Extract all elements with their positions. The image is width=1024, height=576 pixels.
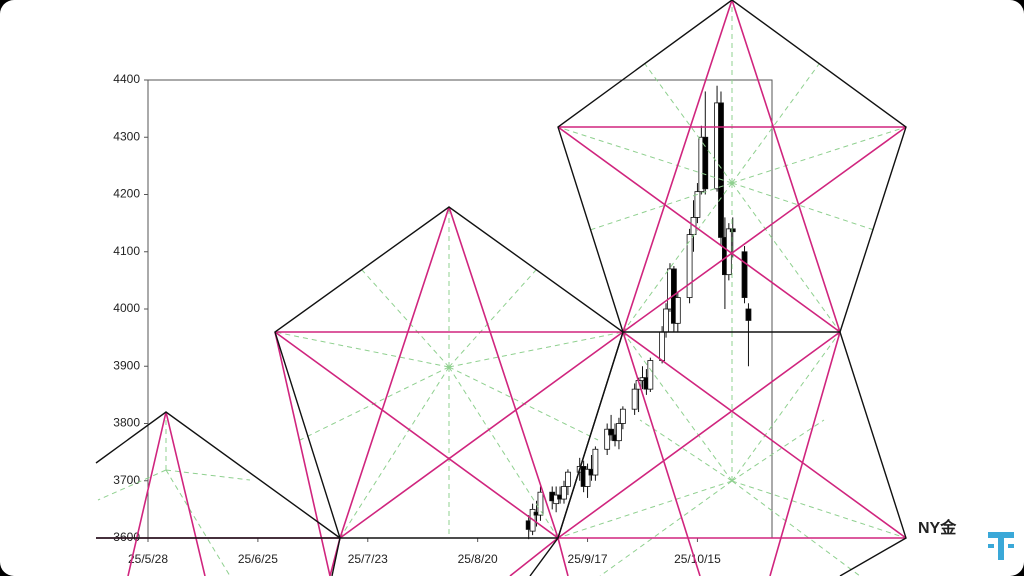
x-tick-label: 25/6/25 — [238, 552, 278, 566]
candle-body — [592, 448, 599, 476]
candle-body — [729, 228, 736, 233]
y-tick-label: 4000 — [113, 301, 140, 315]
x-tick-label: 25/10/15 — [674, 552, 721, 566]
x-tick-label: 25/7/23 — [348, 552, 388, 566]
candle-body — [663, 308, 669, 333]
logo — [988, 532, 1014, 560]
y-tick-label: 4200 — [113, 187, 140, 201]
y-tick-label: 3800 — [113, 416, 140, 430]
candle-body — [686, 234, 693, 298]
candle-body — [674, 297, 681, 324]
candle-body — [608, 428, 614, 436]
candle-body — [694, 191, 701, 218]
candle-body — [616, 423, 622, 442]
candle-body — [647, 360, 654, 390]
y-tick-label: 3600 — [113, 530, 140, 544]
candle-body — [619, 408, 626, 424]
outline — [95, 0, 907, 576]
candle-body — [631, 388, 638, 410]
candle-body — [537, 491, 544, 516]
y-tick-label: 4100 — [113, 244, 140, 258]
candle-body — [584, 468, 591, 487]
x-tick-label: 25/5/28 — [128, 552, 168, 566]
geometry-overlay — [95, 0, 907, 576]
y-tick-label: 3700 — [113, 473, 140, 487]
candle-body — [565, 471, 571, 487]
candle-body — [561, 486, 567, 500]
y-tick-label: 4300 — [113, 129, 140, 143]
x-tick-label: 25/8/20 — [458, 552, 498, 566]
candle-body — [718, 102, 724, 238]
y-tick-label: 3900 — [113, 358, 140, 372]
candle-body — [745, 308, 752, 321]
x-tick-label: 25/9/17 — [568, 552, 608, 566]
candle-body — [741, 251, 748, 298]
candle-body — [604, 428, 611, 450]
star-lines — [96, 0, 907, 576]
series-label: NY金 — [918, 518, 957, 537]
y-tick-label: 4400 — [113, 72, 140, 86]
candle-body — [702, 136, 709, 190]
candle-body — [659, 331, 666, 361]
